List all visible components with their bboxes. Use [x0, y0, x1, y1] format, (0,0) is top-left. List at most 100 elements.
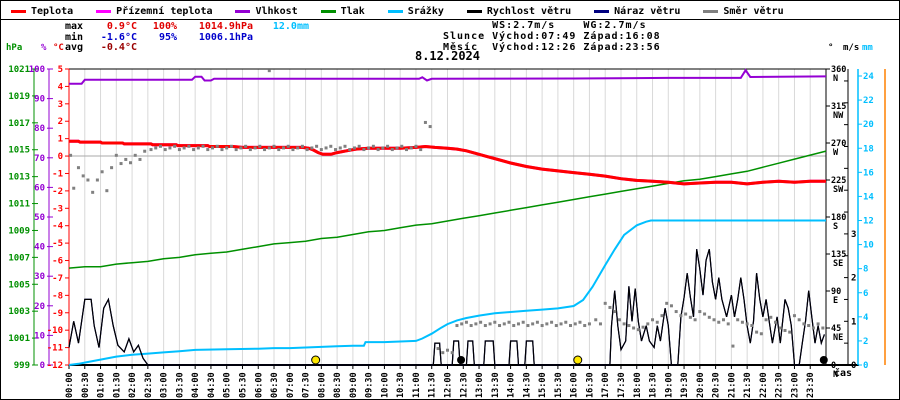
stats-value: 100%	[152, 21, 177, 32]
stats-value: 0.9°C	[106, 21, 137, 32]
svg-text:2: 2	[58, 117, 63, 127]
series-sm-r-v-tru	[69, 69, 825, 355]
stats-block: max 0.9°C 100% 1014.9hPa 12.0mm min -1.6°C 95% 1…	[65, 21, 309, 54]
svg-text:-1: -1	[52, 169, 63, 179]
svg-text:14:30: 14:30	[522, 372, 532, 398]
legend-swatch-icon	[96, 9, 112, 13]
svg-text:17:00: 17:00	[601, 372, 611, 398]
svg-text:21:30: 21:30	[743, 372, 753, 398]
svg-text:02:00: 02:00	[128, 372, 138, 398]
info-row: WS:2.7m/s WG:2.7m/s	[443, 20, 647, 31]
x-axis-label: čas	[834, 368, 853, 379]
svg-text:90: 90	[831, 287, 841, 297]
stats-row: min -1.6°C 95% 1006.1hPa	[65, 31, 309, 44]
svg-text:11:30: 11:30	[428, 372, 438, 398]
svg-text:0: 0	[831, 361, 836, 371]
svg-text:19:00: 19:00	[664, 372, 674, 398]
svg-text:09:00: 09:00	[349, 372, 359, 398]
svg-text:-6: -6	[52, 257, 63, 267]
legend-label: Tlak	[340, 5, 365, 17]
svg-text:2: 2	[863, 337, 868, 347]
axis-wind-speed: 0 1 2 3	[844, 69, 856, 371]
svg-text:1015: 1015	[8, 146, 30, 156]
svg-text:22:30: 22:30	[775, 372, 785, 398]
svg-text:1005: 1005	[8, 280, 30, 290]
stats-value: max	[65, 21, 84, 32]
axis-header-degc: °C	[53, 43, 64, 53]
svg-text:270: 270	[831, 139, 846, 149]
svg-text:70: 70	[34, 154, 45, 164]
axis-pressure: 999 1001 1003 1005 1007 1009 1011 1013 1015 1017 1…	[8, 65, 38, 371]
svg-text:1009: 1009	[8, 226, 30, 236]
svg-text:18:30: 18:30	[649, 372, 659, 398]
series-vlhkost	[69, 68, 827, 85]
legend-label: Srážky	[407, 5, 444, 17]
legend-item-sm-r-v-tru: Směr větru	[703, 6, 784, 17]
stats-value: -0.4°C	[100, 42, 137, 53]
legend-item-n-raz-v-tru: Náraz větru	[594, 6, 680, 17]
svg-text:1003: 1003	[8, 307, 30, 317]
legend-swatch-icon	[235, 9, 251, 13]
svg-text:15:30: 15:30	[554, 372, 564, 398]
axis-header-pct: %	[41, 43, 47, 53]
svg-text:13:30: 13:30	[491, 372, 501, 398]
svg-text:S: S	[833, 222, 838, 232]
svg-text:01:30: 01:30	[112, 372, 122, 398]
svg-text:01:00: 01:00	[97, 372, 107, 398]
svg-text:1019: 1019	[8, 92, 30, 102]
svg-text:07:00: 07:00	[286, 372, 296, 398]
legend-item-vlhkost: Vlhkost	[235, 6, 298, 17]
svg-text:03:30: 03:30	[175, 372, 185, 398]
svg-text:06:30: 06:30	[270, 372, 280, 398]
sun-marker-icon	[573, 355, 583, 365]
svg-text:08:00: 08:00	[317, 372, 327, 398]
svg-text:05:30: 05:30	[238, 372, 248, 398]
series-rychlost-v-tru	[68, 249, 825, 366]
svg-text:0: 0	[863, 361, 868, 371]
svg-text:00:30: 00:30	[81, 372, 91, 398]
legend-label: Rychlost větru	[486, 5, 572, 17]
svg-text:1001: 1001	[8, 334, 30, 344]
svg-text:-7: -7	[52, 274, 63, 284]
svg-text:10:00: 10:00	[380, 372, 390, 398]
svg-text:2: 2	[851, 274, 856, 284]
legend-item-tlak: Tlak	[320, 5, 365, 17]
sun-moon-wind-info: WS:2.7m/s WG:2.7m/s Slunce Východ:07:49 Z…	[443, 20, 661, 53]
svg-text:16:00: 16:00	[570, 372, 580, 398]
svg-text:-2: -2	[52, 187, 63, 197]
svg-text:10:30: 10:30	[396, 372, 406, 398]
svg-text:-8: -8	[52, 291, 63, 301]
svg-text:24: 24	[863, 72, 874, 82]
svg-text:-12: -12	[47, 361, 63, 371]
svg-text:E: E	[833, 296, 838, 306]
svg-text:-4: -4	[52, 222, 63, 232]
svg-text:8: 8	[863, 265, 868, 275]
svg-text:07:30: 07:30	[302, 372, 312, 398]
svg-text:14:00: 14:00	[507, 372, 517, 398]
svg-text:60: 60	[34, 183, 45, 193]
svg-text:03:00: 03:00	[160, 372, 170, 398]
svg-text:135: 135	[831, 250, 846, 260]
svg-text:05:00: 05:00	[223, 372, 233, 398]
stats-value: -1.6°C	[100, 31, 137, 43]
svg-text:100: 100	[29, 65, 45, 75]
svg-text:04:00: 04:00	[191, 372, 201, 398]
svg-text:4: 4	[863, 313, 869, 323]
svg-text:1013: 1013	[8, 173, 30, 183]
svg-text:02:30: 02:30	[144, 372, 154, 398]
svg-text:08:30: 08:30	[333, 372, 343, 398]
legend-item-sr-ky: Srážky	[387, 5, 444, 17]
svg-text:21:00: 21:00	[727, 372, 737, 398]
sun-marker-icon	[311, 355, 321, 365]
chart-title: 8.12.2024	[414, 49, 481, 63]
svg-text:45: 45	[831, 324, 841, 334]
stats-row: max 0.9°C 100% 1014.9hPa 12.0mm	[65, 21, 309, 33]
svg-text:NW: NW	[833, 111, 844, 121]
svg-text:12: 12	[863, 217, 874, 227]
svg-text:0: 0	[58, 152, 63, 162]
axis-humidity: 0 10 20 30 40 50 60 70 80 90 100	[29, 65, 53, 371]
gridlines	[69, 69, 826, 365]
